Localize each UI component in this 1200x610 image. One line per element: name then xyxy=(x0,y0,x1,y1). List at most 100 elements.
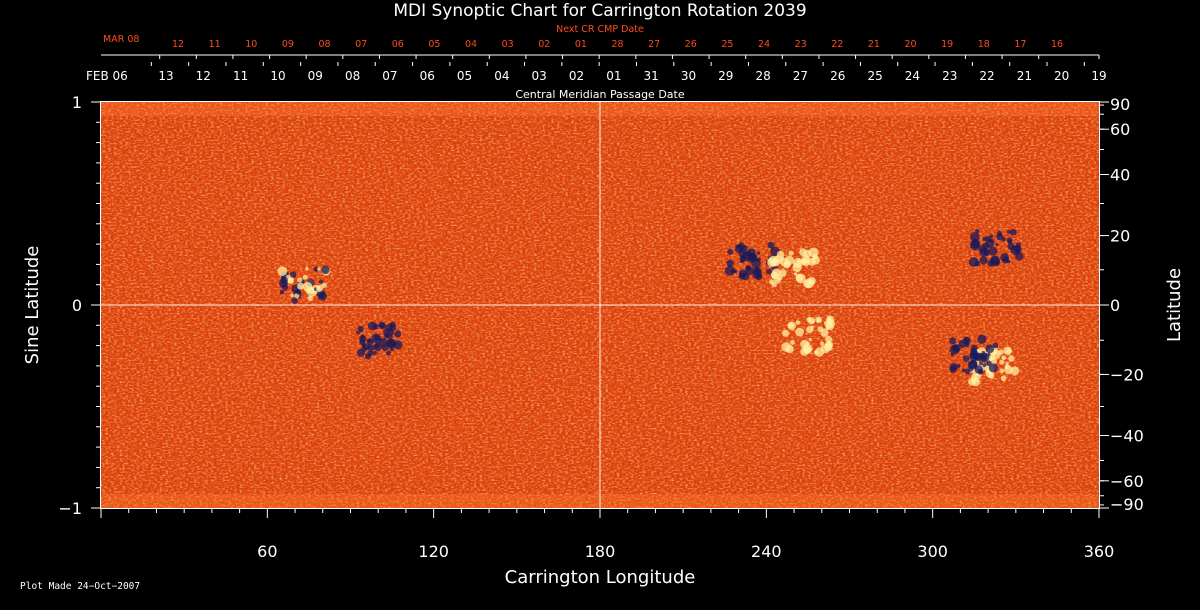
active-region-speck xyxy=(1013,244,1022,254)
active-region-speck xyxy=(956,363,961,368)
active-region-speck xyxy=(755,272,760,276)
next-cmp-date-label: 22 xyxy=(831,39,843,50)
next-cmp-date-label: 28 xyxy=(611,39,623,50)
active-region-speck xyxy=(807,317,816,325)
active-region-speck xyxy=(784,255,795,266)
active-region-speck xyxy=(374,335,380,341)
y-right-tick-label: 60 xyxy=(1110,120,1130,139)
active-region-speck xyxy=(790,340,795,345)
cmp-date-label: 19 xyxy=(1091,69,1106,83)
cmp-date-label: 08 xyxy=(345,69,360,83)
next-cmp-date-label: 27 xyxy=(648,39,660,50)
y-right-tick-label: 20 xyxy=(1110,227,1130,246)
cmp-date-label: 20 xyxy=(1054,69,1069,83)
x-axis-label: Carrington Longitude xyxy=(505,567,696,588)
active-region-speck xyxy=(291,297,298,304)
active-region-speck xyxy=(281,284,289,291)
active-region-speck xyxy=(290,293,295,298)
active-region-speck xyxy=(987,352,991,356)
active-region-speck xyxy=(817,326,824,332)
cmp-date-label: 21 xyxy=(1017,69,1032,83)
next-cmp-date-label: 08 xyxy=(318,39,330,50)
next-cmp-start-label: MAR 08 xyxy=(103,34,139,45)
active-region-speck xyxy=(1008,355,1015,362)
next-cmp-date-label: 12 xyxy=(172,39,184,50)
next-cmp-date-label: 26 xyxy=(685,39,697,50)
cmp-date-label: 10 xyxy=(270,69,285,83)
active-region-speck xyxy=(1015,252,1024,261)
active-region-speck xyxy=(777,258,783,264)
active-region-speck xyxy=(756,251,760,255)
active-region-speck xyxy=(802,343,813,354)
active-region-speck xyxy=(1002,256,1009,264)
active-region-speck xyxy=(980,355,987,362)
active-region-speck xyxy=(988,363,998,373)
active-region-speck xyxy=(367,344,375,352)
active-region-speck xyxy=(316,284,324,292)
y-left-tick-label: −1 xyxy=(58,499,82,518)
active-region-speck xyxy=(785,344,794,354)
active-region-speck xyxy=(302,282,313,292)
active-region-speck xyxy=(394,330,402,338)
active-region-speck xyxy=(295,289,301,295)
active-region-speck xyxy=(313,266,319,272)
active-region-speck xyxy=(998,349,1004,355)
active-region-speck xyxy=(949,337,957,345)
y-right-tick-label: 90 xyxy=(1110,95,1130,114)
active-region-speck xyxy=(824,343,833,352)
cmp-start-label: FEB 06 xyxy=(86,69,128,83)
active-region-speck xyxy=(745,266,754,276)
active-region-speck xyxy=(738,272,746,280)
active-region-speck xyxy=(793,272,798,276)
active-region-speck xyxy=(726,259,734,267)
active-region-speck xyxy=(279,289,285,295)
x-tick-label: 60 xyxy=(257,542,277,561)
active-region-speck xyxy=(812,253,819,260)
cmp-date-label: 07 xyxy=(382,69,397,83)
cmp-date-label: 06 xyxy=(420,69,435,83)
next-cmp-date-label: 11 xyxy=(209,39,221,50)
next-cmp-date-label: 25 xyxy=(721,39,733,50)
active-region-speck xyxy=(277,266,288,277)
active-region-speck xyxy=(1004,364,1010,370)
active-region-speck xyxy=(766,268,772,275)
next-cmp-date-label: 10 xyxy=(245,39,257,50)
active-region-speck xyxy=(814,347,824,357)
next-cmp-date-label: 06 xyxy=(392,39,404,50)
active-region-speck xyxy=(992,342,999,349)
active-region-speck xyxy=(385,350,391,356)
cmp-date-label: 11 xyxy=(233,69,248,83)
next-cmp-date-label: 24 xyxy=(758,39,770,50)
active-region-speck xyxy=(787,321,797,331)
next-cmp-date-label: 18 xyxy=(978,39,990,50)
y-right-tick-label: −90 xyxy=(1110,495,1144,514)
cmp-date-label: 23 xyxy=(942,69,957,83)
active-region-speck xyxy=(982,363,987,368)
active-region-speck xyxy=(999,359,1005,365)
active-region-speck xyxy=(359,335,367,343)
active-region-speck xyxy=(317,267,321,271)
y-left-tick-label: 1 xyxy=(72,93,82,112)
active-region-speck xyxy=(727,248,734,255)
active-region-speck xyxy=(968,377,976,386)
cmp-date-label: 25 xyxy=(867,69,882,83)
active-region-speck xyxy=(969,359,978,369)
active-region-speck xyxy=(383,332,389,339)
active-region-speck xyxy=(977,334,987,344)
next-cmp-date-label: 09 xyxy=(282,39,294,50)
active-region-speck xyxy=(986,360,992,367)
active-region-speck xyxy=(297,277,303,283)
next-cmp-date-label: 01 xyxy=(575,39,587,50)
active-region-speck xyxy=(825,318,835,329)
active-region-speck xyxy=(795,273,804,282)
active-region-speck xyxy=(974,261,981,267)
active-region-speck xyxy=(287,277,294,284)
cmp-date-label: 31 xyxy=(644,69,659,83)
active-region-speck xyxy=(767,241,775,249)
active-region-speck xyxy=(297,282,305,290)
active-region-speck xyxy=(1009,228,1017,236)
active-region-speck xyxy=(962,355,970,362)
active-region-speck xyxy=(379,337,388,347)
active-region-speck xyxy=(989,234,994,238)
